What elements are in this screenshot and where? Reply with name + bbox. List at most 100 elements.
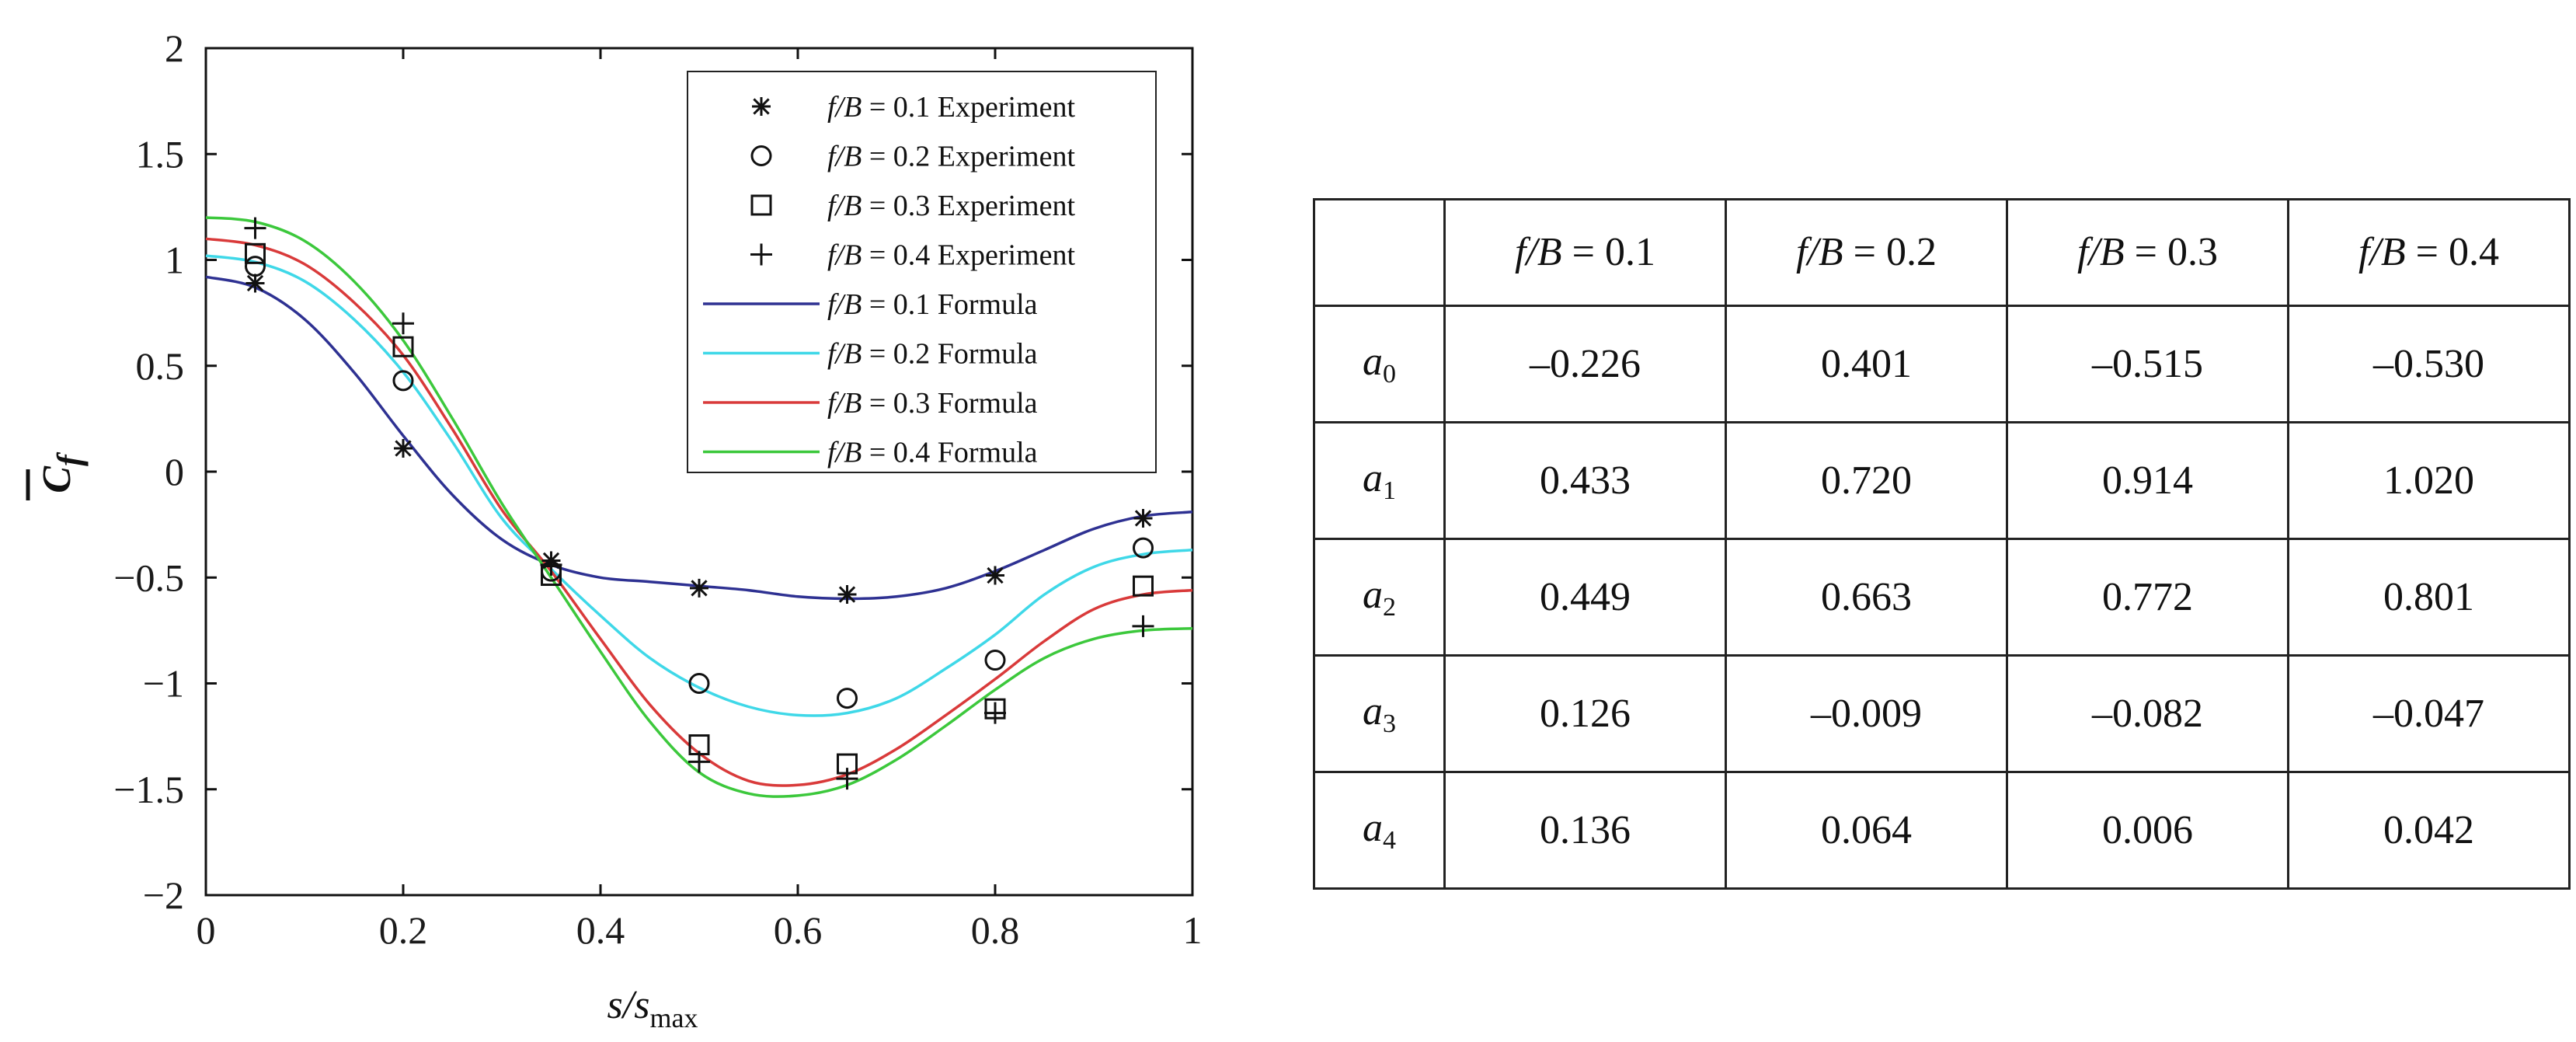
table-cell: 0.433 bbox=[1443, 420, 1727, 540]
legend-label-value: = 0.2 Formula bbox=[862, 338, 1037, 371]
table-corner-cell bbox=[1313, 198, 1446, 307]
x-tick-label: 0.4 bbox=[576, 908, 625, 952]
row-label: a1 bbox=[1313, 420, 1446, 540]
experiment-point-3 bbox=[245, 242, 266, 264]
table-row: a0 –0.226 0.401 –0.515 –0.530 bbox=[1313, 304, 2571, 423]
experiment-point-2 bbox=[837, 688, 858, 709]
legend-label: f/B = 0.3 Formula bbox=[827, 387, 1038, 420]
formula-line-4 bbox=[205, 216, 1193, 798]
legend-label-value: = 0.1 Formula bbox=[862, 288, 1037, 321]
experiment-point-3 bbox=[392, 336, 414, 357]
table-cell: 0.401 bbox=[1725, 304, 2008, 423]
y-tick-label: −2 bbox=[143, 873, 184, 917]
y-tick-label: 0 bbox=[165, 450, 184, 493]
legend-label-prefix: f/B bbox=[827, 288, 862, 321]
axis-ticks: 0 0.2 0.4 0.6 0.8 1 2 1.5 1 0.5 0 −0.5 −1 −1.5 −2 bbox=[113, 26, 1202, 952]
table-cell: 0.914 bbox=[2006, 420, 2289, 540]
legend-label: f/B = 0.4 Formula bbox=[827, 437, 1038, 469]
formula-line-2 bbox=[205, 254, 1193, 717]
table-row: a4 0.136 0.064 0.006 0.042 bbox=[1313, 770, 2571, 890]
table-cell: 0.064 bbox=[1725, 770, 2008, 890]
legend-label-prefix: f/B bbox=[827, 387, 862, 420]
legend-label: f/B = 0.2 Experiment bbox=[827, 141, 1075, 173]
x-tick-label: 0.6 bbox=[774, 908, 823, 952]
table-cell: –0.515 bbox=[2006, 304, 2289, 423]
x-tick-label: 1 bbox=[1183, 908, 1203, 952]
y-axis-title: Cf bbox=[26, 451, 89, 500]
table-cell: –0.082 bbox=[2006, 653, 2289, 773]
legend-marker-4 bbox=[750, 243, 772, 266]
table-row: a2 0.449 0.663 0.772 0.801 bbox=[1313, 537, 2571, 657]
table-cell: –0.047 bbox=[2287, 653, 2571, 773]
legend-label: f/B = 0.2 Formula bbox=[827, 338, 1038, 371]
table-cell: 0.720 bbox=[1725, 420, 2008, 540]
legend-label: f/B = 0.4 Experiment bbox=[827, 239, 1075, 272]
table-header-row: f/B = 0.1 f/B = 0.2 f/B = 0.3 f/B = 0.4 bbox=[1313, 198, 2571, 307]
experiment-point-2 bbox=[688, 673, 710, 694]
legend-label: f/B = 0.3 Experiment bbox=[827, 190, 1075, 222]
experiment-point-4 bbox=[392, 312, 414, 335]
y-tick-label: 0.5 bbox=[136, 344, 185, 388]
table-header-cell: f/B = 0.3 bbox=[2006, 198, 2289, 307]
x-tick-label: 0 bbox=[197, 908, 216, 952]
experiment-point-2 bbox=[392, 370, 414, 392]
table-row: a3 0.126 –0.009 –0.082 –0.047 bbox=[1313, 653, 2571, 773]
legend-label-value: = 0.2 Experiment bbox=[862, 141, 1075, 173]
legend-label-value: = 0.4 Experiment bbox=[862, 239, 1075, 272]
experiment-point-4 bbox=[244, 217, 266, 239]
table-cell: –0.530 bbox=[2287, 304, 2571, 423]
table-cell: 0.006 bbox=[2006, 770, 2289, 890]
cf-chart: 0 0.2 0.4 0.6 0.8 1 2 1.5 1 0.5 0 −0.5 −1 −1.5 −2 f/B … bbox=[26, 26, 1203, 1033]
legend-label: f/B = 0.1 Formula bbox=[827, 288, 1038, 321]
legend-label-value: = 0.3 Experiment bbox=[862, 190, 1075, 222]
table-cell: 0.801 bbox=[2287, 537, 2571, 657]
row-label: a3 bbox=[1313, 653, 1446, 773]
formula-line-1 bbox=[205, 275, 1193, 601]
experiment-point-4 bbox=[688, 751, 710, 773]
table-cell: 0.449 bbox=[1443, 537, 1727, 657]
experiment-point-4 bbox=[836, 768, 858, 790]
experiment-point-3 bbox=[1133, 575, 1154, 597]
row-label: a2 bbox=[1313, 537, 1446, 657]
formula-curves bbox=[205, 216, 1193, 798]
experiment-markers bbox=[244, 217, 1154, 790]
table-cell: 0.772 bbox=[2006, 537, 2289, 657]
experiment-point-4 bbox=[540, 553, 562, 576]
y-tick-label: −1 bbox=[143, 662, 184, 706]
table-header-cell: f/B = 0.1 bbox=[1443, 198, 1727, 307]
legend-label-prefix: f/B bbox=[827, 141, 862, 173]
legend-label: f/B = 0.1 Experiment bbox=[827, 91, 1075, 124]
table-cell: 0.663 bbox=[1725, 537, 2008, 657]
table-cell: 0.042 bbox=[2287, 770, 2571, 890]
experiment-point-1 bbox=[837, 585, 857, 605]
x-tick-label: 0.2 bbox=[379, 908, 428, 952]
table-row: a1 0.433 0.720 0.914 1.020 bbox=[1313, 420, 2571, 540]
experiment-point-2 bbox=[245, 256, 266, 277]
table-cell: 0.136 bbox=[1443, 770, 1727, 890]
legend-label-prefix: f/B bbox=[827, 437, 862, 469]
legend-label-prefix: f/B bbox=[827, 239, 862, 272]
x-axis-title: s/smax bbox=[607, 983, 698, 1033]
coefficient-table: f/B = 0.1 f/B = 0.2 f/B = 0.3 f/B = 0.4 … bbox=[1313, 198, 2571, 890]
y-tick-label: 1.5 bbox=[136, 132, 185, 176]
formula-line-3 bbox=[205, 237, 1193, 787]
legend-label-value: = 0.1 Experiment bbox=[862, 91, 1075, 124]
table-cell: 0.126 bbox=[1443, 653, 1727, 773]
y-tick-label: 1 bbox=[165, 239, 184, 282]
table-header-cell: f/B = 0.2 bbox=[1725, 198, 2008, 307]
svg-text:Cf: Cf bbox=[35, 451, 89, 493]
legend-box bbox=[687, 71, 1157, 473]
experiment-point-1 bbox=[1133, 508, 1153, 528]
experiment-point-1 bbox=[690, 578, 708, 598]
table-cell: 1.020 bbox=[2287, 420, 2571, 540]
row-label: a4 bbox=[1313, 770, 1446, 890]
y-tick-label: −0.5 bbox=[113, 556, 184, 599]
table-cell: –0.226 bbox=[1443, 304, 1727, 423]
y-tick-label: 2 bbox=[165, 26, 184, 70]
experiment-point-1 bbox=[394, 439, 413, 458]
row-label: a0 bbox=[1313, 304, 1446, 423]
experiment-point-1 bbox=[986, 566, 1004, 585]
experiment-point-4 bbox=[1132, 615, 1154, 637]
legend-marker-1 bbox=[752, 97, 771, 116]
